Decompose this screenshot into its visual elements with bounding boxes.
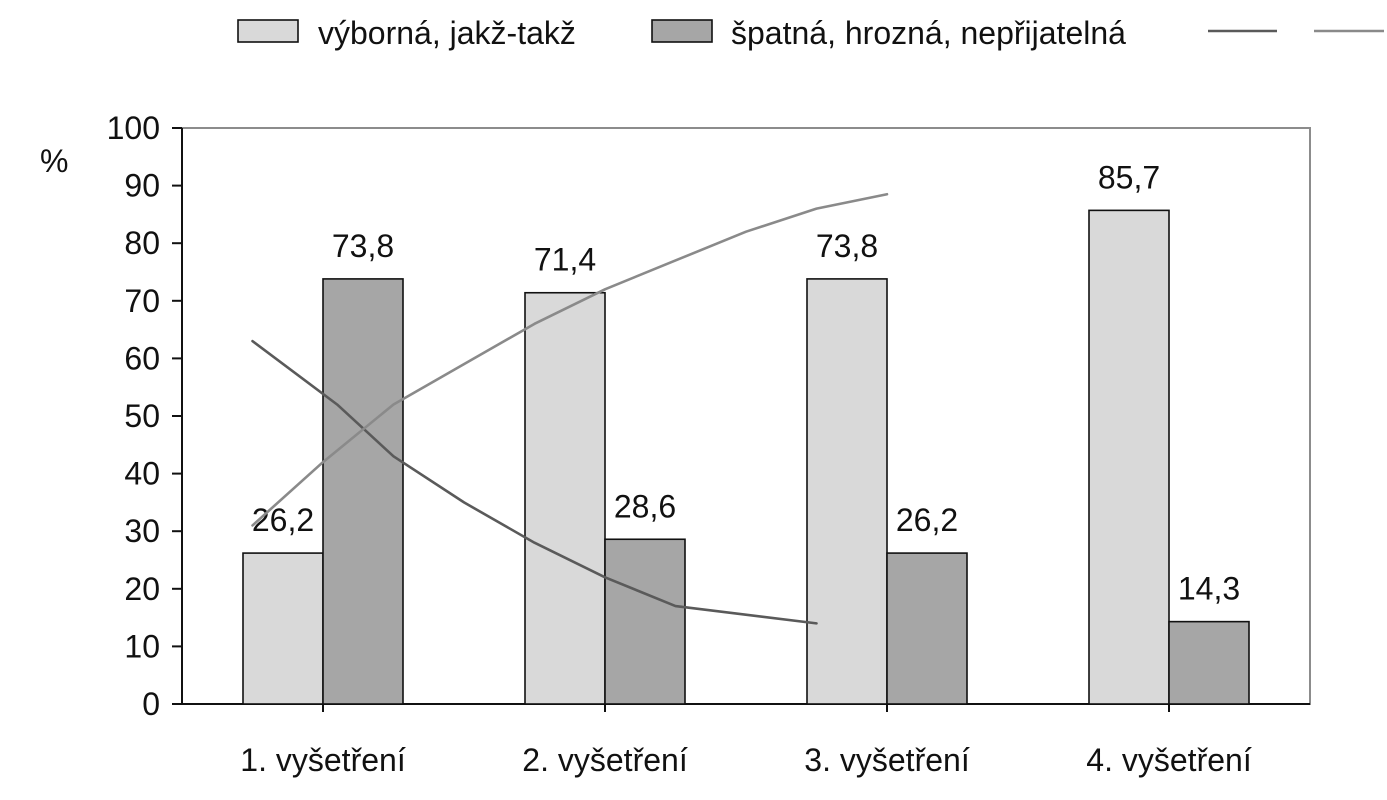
y-tick-label: 20	[124, 571, 160, 607]
legend-good-swatch	[237, 19, 299, 43]
y-tick-label: 90	[124, 168, 160, 204]
trendline-rising	[251, 192, 889, 527]
bar-value-label: 73,8	[816, 228, 878, 264]
bar-value-label: 28,6	[614, 488, 676, 524]
y-tick-label: 100	[107, 110, 160, 146]
y-tick-label: 50	[124, 398, 160, 434]
bar-bad-3	[886, 552, 968, 705]
x-category-label: 1. vyšetření	[240, 742, 406, 778]
x-category-label: 3. vyšetření	[804, 742, 970, 778]
bar-bad-2	[604, 538, 686, 705]
x-category-label: 4. vyšetření	[1086, 742, 1252, 778]
bar-value-label: 71,4	[534, 242, 596, 278]
y-tick-label: 40	[124, 456, 160, 492]
legend-good-label: výborná, jakž-takž	[318, 15, 576, 51]
y-tick-label: 80	[124, 225, 160, 261]
bar-value-label: 26,2	[252, 502, 314, 538]
legend: výborná, jakž-takž špatná, hrozná, nepřij…	[237, 15, 1384, 51]
bar-good-4	[1088, 209, 1170, 705]
legend-bad-swatch	[651, 19, 713, 43]
plot-area: 0 10 20 30 40 50 60 70 80 90 100 1. vyšetření 26,2 73…	[107, 110, 1311, 778]
y-tick-label: 70	[124, 283, 160, 319]
x-category-label: 2. vyšetření	[522, 742, 688, 778]
legend-bad-label: špatná, hrozná, nepřijatelná	[731, 15, 1126, 51]
bar-good-1	[242, 552, 324, 705]
y-tick-label: 0	[142, 686, 160, 722]
bar-bad-1	[322, 278, 404, 705]
bar-value-label: 26,2	[896, 502, 958, 538]
y-axis-label: %	[40, 143, 68, 179]
bar-value-label: 14,3	[1178, 571, 1240, 607]
bar-value-label: 85,7	[1098, 159, 1160, 195]
y-tick-label: 10	[124, 628, 160, 664]
y-tick-label: 60	[124, 340, 160, 376]
bar-value-label: 73,8	[332, 228, 394, 264]
y-tick-label: 30	[124, 513, 160, 549]
bar-good-3	[806, 278, 888, 705]
trendline-declining	[251, 339, 818, 625]
bar-bad-4	[1168, 620, 1250, 705]
bar-good-2	[524, 291, 606, 705]
